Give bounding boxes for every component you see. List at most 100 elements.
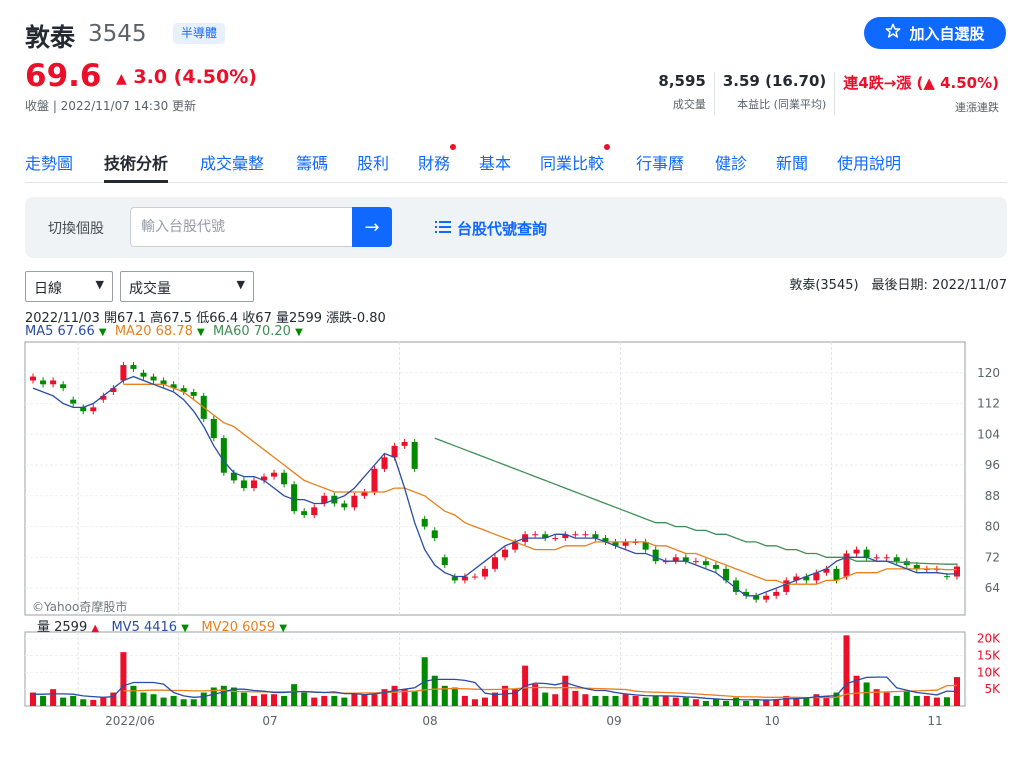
candle-body xyxy=(552,538,559,540)
tab-calendar[interactable]: 行事曆 xyxy=(636,154,685,173)
ma5-label: MA5 67.66 xyxy=(25,324,95,339)
volume-bar xyxy=(903,690,910,706)
candle-body xyxy=(923,568,930,570)
candle-body xyxy=(913,565,920,569)
candle-body xyxy=(130,365,137,369)
go-button[interactable]: → xyxy=(352,207,392,247)
stats-panel: 8,595 成交量 3.59 (16.70) 本益比 (同業平均) 連4跌→漲 … xyxy=(650,72,1007,115)
volume-bar xyxy=(733,697,740,706)
mv5-label: MV5 4416 xyxy=(111,620,178,635)
candle-body xyxy=(853,549,860,554)
down-arrow-icon: ▼ xyxy=(295,327,303,338)
candle-body xyxy=(672,557,679,562)
volume-bar xyxy=(491,692,499,706)
candle-body xyxy=(401,441,408,446)
volume-bar xyxy=(572,690,579,706)
candle-body xyxy=(180,388,187,392)
volume-bar xyxy=(552,694,559,706)
ma20-line xyxy=(123,383,958,585)
candle-body xyxy=(411,441,418,469)
tab-trades[interactable]: 成交彙整 xyxy=(200,154,265,173)
candle-body xyxy=(160,380,167,385)
volume-bar xyxy=(30,692,37,706)
tab-help[interactable]: 使用說明 xyxy=(837,154,902,173)
volume-bar xyxy=(150,694,157,706)
volume-bar xyxy=(953,677,960,706)
period-value: 日線 xyxy=(34,281,62,297)
stock-switcher: 切換個股 → 台股代號查詢 xyxy=(25,197,1007,258)
stock-code-input[interactable] xyxy=(130,207,353,247)
candle-body xyxy=(753,595,760,600)
period-select[interactable]: 日線 ▼ xyxy=(25,271,113,302)
tab-financials[interactable]: 財務 xyxy=(418,144,457,183)
candle-body xyxy=(783,580,790,592)
tab-peers[interactable]: 同業比較 xyxy=(540,144,611,183)
volume-bar xyxy=(210,687,217,706)
candle-body xyxy=(622,541,629,546)
ma60-label: MA60 70.20 xyxy=(212,324,291,339)
tab-news[interactable]: 新聞 xyxy=(776,154,809,173)
candle-body xyxy=(843,553,850,577)
volume-bar xyxy=(50,689,57,706)
candle-body xyxy=(592,534,599,539)
volume-bar xyxy=(110,692,117,706)
volume-bar xyxy=(40,695,47,706)
candle-body xyxy=(381,457,388,469)
ma20-label: MA20 68.78 xyxy=(114,324,193,339)
volume-bar xyxy=(160,697,167,706)
current-price: 69.6 xyxy=(25,58,102,94)
candle-body xyxy=(351,495,358,508)
volume-bar xyxy=(271,694,278,706)
candle-body xyxy=(90,407,97,412)
tab-basic[interactable]: 基本 xyxy=(479,154,512,173)
candle-body xyxy=(431,530,438,539)
price-change-value: 3.0 (4.50%) xyxy=(133,66,257,88)
volume-bar xyxy=(813,694,820,706)
candle-body xyxy=(833,568,840,581)
candle-body xyxy=(873,557,880,559)
sector-tag[interactable]: 半導體 xyxy=(173,23,226,44)
volume-bar xyxy=(481,697,488,706)
candle-body xyxy=(893,557,900,562)
candle-body xyxy=(50,380,57,385)
tab-health[interactable]: 健診 xyxy=(715,154,748,173)
x-tick-label: 09 xyxy=(606,714,621,728)
candle-body xyxy=(512,541,519,550)
volume-bar xyxy=(692,699,699,706)
add-to-watchlist-button[interactable]: 加入自選股 xyxy=(864,17,1006,49)
x-tick-label: 08 xyxy=(422,714,437,728)
volume-bar xyxy=(180,699,187,706)
volume-bar xyxy=(220,685,227,706)
candle-body xyxy=(692,561,699,563)
candle-body xyxy=(642,541,649,550)
candle-body xyxy=(451,576,458,581)
up-arrow-icon: ▲ xyxy=(116,71,127,87)
price-tick-label: 88 xyxy=(985,489,1000,503)
candle-body xyxy=(170,384,177,389)
volume-bar xyxy=(783,695,790,706)
candle-body xyxy=(712,565,719,569)
code-lookup-link[interactable]: 台股代號查詢 xyxy=(435,218,547,239)
volume-bar xyxy=(562,675,569,706)
volume-bar xyxy=(592,695,599,706)
indicator-select[interactable]: 成交量 ▼ xyxy=(120,271,254,302)
tab-technical[interactable]: 技術分析 xyxy=(104,150,169,183)
price-tick-label: 104 xyxy=(977,427,1000,441)
candle-body xyxy=(481,568,488,577)
down-arrow-icon: ▼ xyxy=(279,623,288,634)
volume-bar xyxy=(431,675,438,706)
volume-tick-label: 5K xyxy=(984,682,1001,696)
candle-body xyxy=(903,561,910,566)
volume-bar xyxy=(351,692,358,706)
candle-body xyxy=(743,591,750,596)
down-arrow-icon: ▼ xyxy=(98,327,107,338)
candle-body xyxy=(250,480,257,489)
volume-bar xyxy=(652,695,659,706)
tab-chips[interactable]: 籌碼 xyxy=(296,154,329,173)
candle-body xyxy=(281,472,288,485)
mv5-line xyxy=(33,676,958,701)
tab-trend[interactable]: 走勢圖 xyxy=(25,154,74,173)
candle-body xyxy=(60,384,67,389)
code-lookup-label: 台股代號查詢 xyxy=(457,220,548,238)
tab-dividend[interactable]: 股利 xyxy=(357,154,390,173)
